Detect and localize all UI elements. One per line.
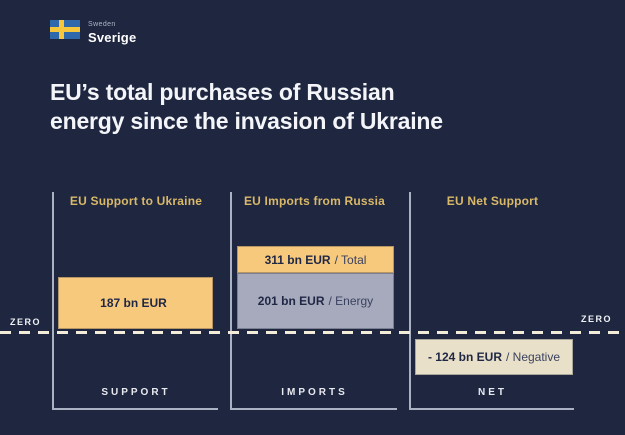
bar-support-value: 187 bn EUR — [100, 296, 167, 310]
title-line-2: energy since the invasion of Ukraine — [50, 108, 443, 134]
column-support-axis-label: SUPPORT — [101, 387, 171, 398]
bar-imports-energy-suffix: / Energy — [328, 294, 374, 308]
sweden-flag-icon — [50, 20, 80, 39]
bar-imports-energy-201: 201 bn EUR / Energy — [237, 273, 394, 329]
bar-support-187: 187 bn EUR — [58, 277, 213, 329]
column-support: EU Support to Ukraine SUPPORT — [52, 192, 218, 410]
logo-wordmark: Sweden Sverige — [88, 20, 136, 44]
column-imports-header: EU Imports from Russia — [243, 194, 386, 208]
title-line-1: EU’s total purchases of Russian — [50, 79, 395, 105]
logo-country-en: Sweden — [88, 21, 116, 28]
bar-net-value: - 124 bn EUR — [427, 350, 502, 364]
bar-imports-energy-value: 201 bn EUR — [257, 294, 325, 308]
sweden-logo: Sweden Sverige — [50, 20, 136, 44]
bar-imports-total-value: 311 bn EUR — [264, 252, 331, 267]
column-net-axis-label: NET — [478, 387, 507, 398]
column-net: EU Net Support NET — [409, 192, 574, 410]
bar-net-suffix: / Negative — [505, 350, 561, 364]
column-imports-axis-label: IMPORTS — [281, 387, 348, 398]
column-support-header: EU Support to Ukraine — [69, 194, 203, 208]
bar-imports-total-311: 311 bn EUR / Total — [237, 246, 394, 273]
zero-label-left: ZERO — [10, 317, 42, 327]
column-net-header: EU Net Support — [446, 194, 539, 208]
page-title: EU’s total purchases of Russian energy si… — [50, 78, 443, 136]
zero-label-right: ZERO — [580, 314, 612, 324]
column-imports: EU Imports from Russia IMPORTS — [230, 192, 397, 410]
logo-country-sv: Sverige — [88, 30, 137, 45]
zero-baseline-dashed-line — [0, 331, 625, 334]
bar-imports-total-suffix: / Total — [334, 252, 367, 267]
flag-cross-horizontal — [50, 27, 80, 32]
bar-net-negative-124: - 124 bn EUR / Negative — [415, 339, 573, 375]
